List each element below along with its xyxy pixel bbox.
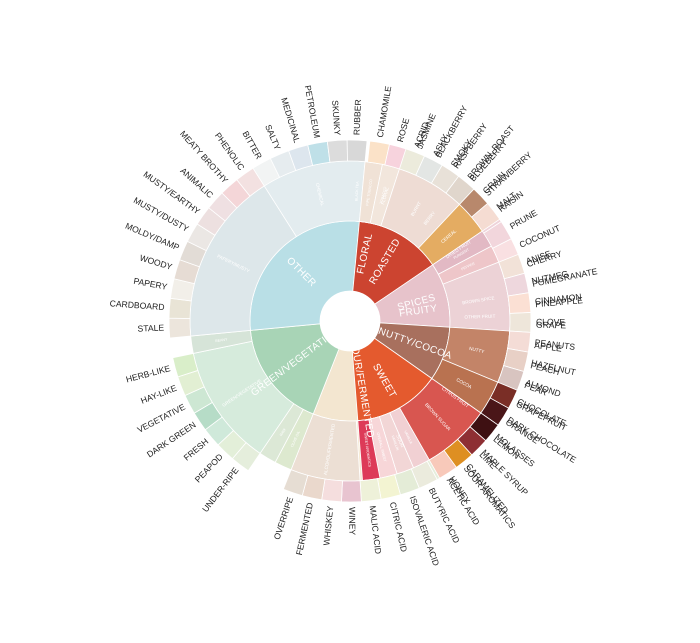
leaf-label-pineapple: PINEAPPLE (535, 295, 584, 309)
leaf-label-bitter: BITTER (240, 129, 264, 161)
leaf-label-chamomile: CHAMOMILE (375, 85, 393, 138)
leaf-label-hay-like: HAY-LIKE (139, 383, 178, 406)
leaf-label-woody: WOODY (139, 253, 174, 272)
leaf-rubber (346, 139, 368, 163)
leaf-label-rose: ROSE (395, 117, 411, 143)
subcategory-label-other-fruit: OTHER FRUIT (464, 314, 495, 320)
subcategory-label-brown-spice: BROWN SPICE (462, 295, 495, 305)
wheel-outer-ring (168, 139, 532, 503)
wheel-middle-ring (189, 160, 511, 482)
leaf-label-prune: PRUNE (508, 207, 539, 231)
subcategory-label-tobacco: TOBACCO (379, 186, 387, 204)
subcategory-label-chemical: CHEMICAL (315, 182, 326, 207)
leaf-label-stale: STALE (137, 323, 164, 334)
subcategory-label-vanilla: VANILLA (403, 430, 413, 445)
leaf-label-medicinal: MEDICINAL (279, 96, 302, 144)
leaf-malic-acid (359, 478, 382, 503)
leaf-label-fresh: FRESH (182, 436, 211, 462)
subcategory-label-sweet-aromatics: SWEET AROMATICS (363, 432, 372, 467)
leaf-honey (428, 449, 457, 479)
subcategory-label-black-tea: BLACK TEA (355, 181, 360, 201)
leaf-label-peanuts: PEANUTS (534, 337, 576, 352)
leaf-skunky (326, 139, 348, 163)
subcategory-label-beany: BEANY (215, 337, 228, 343)
leaf-label-herb-like: HERB-LIKE (125, 363, 172, 384)
subcategory-label-raw: RAW (279, 427, 287, 437)
category-label-fruity: FRUITY (398, 303, 438, 319)
leaf-cardboard (168, 297, 192, 319)
leaf-label-citric-acid: CITRIC ACID (388, 501, 409, 553)
leaf-label-cardboard: CARDBOARD (109, 298, 164, 312)
leaf-label-overripe: OVERRIPE (272, 495, 296, 541)
subcategory-label-pipe-tobacco: PIPE TOBACCO (365, 179, 373, 206)
subcategory-label-olive-oil: OLIVE OIL (290, 430, 301, 447)
leaf-label-petroleum: PETROLEUM (303, 84, 322, 138)
subcategory-label-nutty: NUTTY (469, 346, 485, 354)
leaf-label-fermented: FERMENTED (294, 502, 315, 556)
leaf-label-whiskey: WHISKEY (321, 505, 335, 546)
leaf-label-apple: APPLE (534, 340, 563, 354)
subcategory-label-floral: FLORAL (380, 186, 390, 205)
wheel-inner-ring (249, 220, 451, 422)
leaf-label-clove: CLOVE (536, 317, 565, 327)
subcategory-label-vanillin: VANILLIN (390, 435, 399, 452)
leaf-overripe (282, 469, 309, 497)
leaf-label-peapod: PEAPOD (193, 452, 225, 485)
subcategory-label-sour: SOUR (395, 434, 405, 449)
leaf-label-papery: PAPERY (133, 276, 169, 292)
leaf-label-malic-acid: MALIC ACID (368, 505, 384, 555)
subcategory-label-pepper: PEPPER (461, 261, 476, 271)
leaf-label-coconut: COCONUT (518, 223, 562, 250)
leaf-label-winey: WINEY (347, 507, 357, 536)
leaf-label-grape: GRAPE (536, 320, 567, 331)
leaf-stale (168, 317, 192, 339)
wheel-center-hole (320, 291, 380, 351)
leaf-malt (471, 202, 501, 232)
leaf-clove (509, 312, 532, 333)
leaf-label-rubber: RUBBER (352, 99, 363, 135)
leaf-herb-like (172, 352, 199, 378)
subcategory-label-overall-sweet: OVERALL SWEET (376, 432, 387, 463)
leaf-label-skunky: SKUNKY (330, 100, 342, 136)
leaf-label-cinnamon: CINNAMON (534, 292, 582, 307)
leaf-winey (341, 480, 362, 503)
leaf-cinnamon (507, 292, 532, 314)
leaf-label-salty: SALTY (263, 123, 283, 152)
